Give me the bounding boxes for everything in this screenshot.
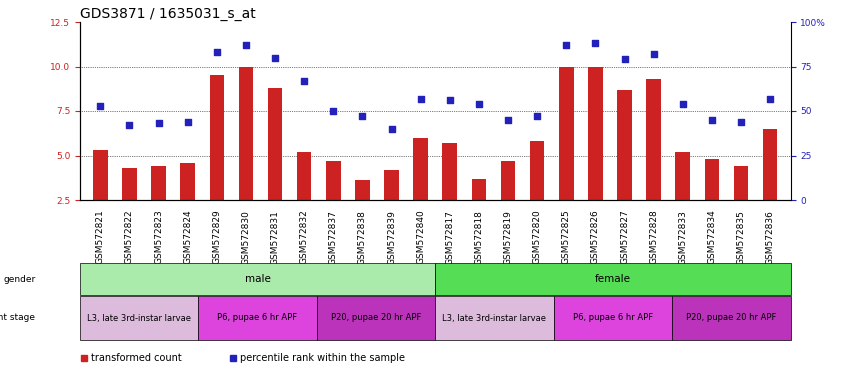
Bar	[355, 180, 370, 200]
Point	[705, 117, 718, 123]
Text: male: male	[245, 274, 271, 284]
Bar	[151, 166, 166, 200]
Point	[472, 101, 485, 107]
Bar	[553, 296, 672, 340]
Point	[531, 113, 544, 119]
Bar	[80, 263, 436, 295]
Bar	[414, 138, 428, 200]
Bar	[530, 141, 544, 200]
Bar	[198, 296, 317, 340]
Bar	[436, 296, 553, 340]
Text: development stage: development stage	[0, 313, 35, 323]
Bar	[733, 166, 748, 200]
Point	[764, 96, 777, 102]
Point	[93, 103, 107, 109]
Bar	[122, 168, 137, 200]
Bar	[80, 296, 198, 340]
Point	[589, 40, 602, 46]
Text: L3, late 3rd-instar larvae: L3, late 3rd-instar larvae	[442, 313, 547, 323]
Text: female: female	[595, 274, 631, 284]
Point	[414, 96, 427, 102]
Bar	[672, 296, 791, 340]
Bar	[705, 159, 719, 200]
Text: P6, pupae 6 hr APF: P6, pupae 6 hr APF	[218, 313, 298, 323]
Bar	[500, 161, 516, 200]
Point	[443, 97, 457, 103]
Point	[123, 122, 136, 128]
Point	[676, 101, 690, 107]
Bar	[559, 66, 574, 200]
Point	[501, 117, 515, 123]
Point	[356, 113, 369, 119]
Bar	[297, 152, 311, 200]
Point	[268, 55, 282, 61]
Point	[618, 56, 632, 63]
Bar	[436, 263, 791, 295]
Bar	[326, 161, 341, 200]
Bar	[472, 179, 486, 200]
Text: P20, pupae 20 hr APF: P20, pupae 20 hr APF	[686, 313, 776, 323]
Text: transformed count: transformed count	[91, 353, 182, 363]
Text: P20, pupae 20 hr APF: P20, pupae 20 hr APF	[331, 313, 421, 323]
Point	[385, 126, 399, 132]
Text: L3, late 3rd-instar larvae: L3, late 3rd-instar larvae	[87, 313, 191, 323]
Bar	[763, 129, 777, 200]
Point	[647, 51, 660, 57]
Bar	[442, 143, 457, 200]
Point	[152, 121, 166, 127]
Bar	[617, 89, 632, 200]
Point	[298, 78, 311, 84]
Point	[559, 42, 573, 48]
Bar	[180, 162, 195, 200]
Point	[239, 42, 252, 48]
Text: percentile rank within the sample: percentile rank within the sample	[240, 353, 405, 363]
Bar	[209, 75, 224, 200]
Bar	[93, 150, 108, 200]
Point	[326, 108, 340, 114]
Bar	[384, 170, 399, 200]
Bar	[317, 296, 436, 340]
Text: gender: gender	[3, 275, 35, 283]
Point	[734, 119, 748, 125]
Bar	[647, 79, 661, 200]
Bar	[588, 66, 603, 200]
Point	[210, 49, 224, 55]
Bar	[675, 152, 690, 200]
Text: GDS3871 / 1635031_s_at: GDS3871 / 1635031_s_at	[80, 7, 256, 21]
Bar	[239, 66, 253, 200]
Text: P6, pupae 6 hr APF: P6, pupae 6 hr APF	[573, 313, 653, 323]
Point	[181, 119, 194, 125]
Bar	[267, 88, 283, 200]
